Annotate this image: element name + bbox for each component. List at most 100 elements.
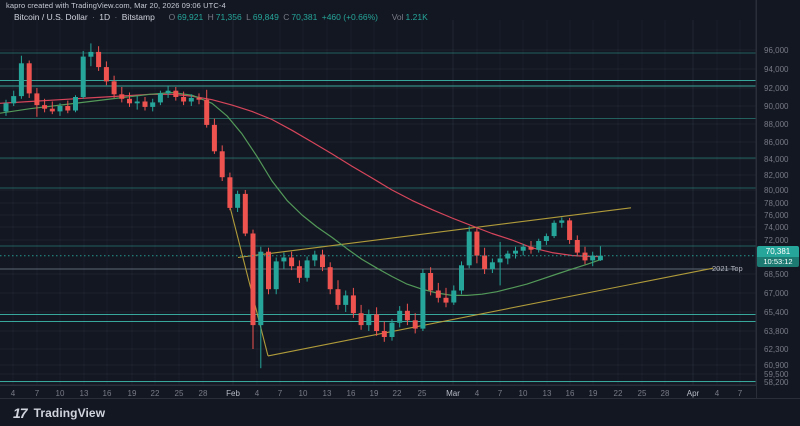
candle[interactable] xyxy=(551,220,557,239)
candle[interactable] xyxy=(235,190,241,212)
candle[interactable] xyxy=(49,101,55,115)
candle[interactable] xyxy=(18,55,24,99)
candle[interactable] xyxy=(536,238,542,253)
candle[interactable] xyxy=(196,93,202,105)
candle[interactable] xyxy=(513,246,518,259)
candle[interactable] xyxy=(404,303,410,326)
candle[interactable] xyxy=(88,43,94,67)
candle[interactable] xyxy=(335,280,341,310)
interval-label[interactable]: 1D xyxy=(99,12,111,22)
time-tick-label: 4 xyxy=(254,389,260,398)
candle[interactable] xyxy=(127,92,132,107)
candle[interactable] xyxy=(350,287,356,318)
candle[interactable] xyxy=(165,86,171,98)
tradingview-logo-icon[interactable]: 17 xyxy=(13,404,28,421)
candle[interactable] xyxy=(366,309,372,331)
candle[interactable] xyxy=(73,95,78,113)
candle[interactable] xyxy=(358,304,364,330)
candle[interactable] xyxy=(528,241,534,254)
trendline-wedge-left xyxy=(228,202,269,357)
price-scale[interactable]: 96,000 94,000 92,000 90,000 88,000 86,000 84,0… xyxy=(756,0,800,398)
candle[interactable] xyxy=(327,262,333,295)
candle[interactable] xyxy=(590,251,596,267)
candle[interactable] xyxy=(296,260,302,283)
candle[interactable] xyxy=(242,190,248,237)
candle[interactable] xyxy=(420,269,426,331)
tradingview-wordmark[interactable]: TradingView xyxy=(33,405,106,420)
time-tick-label: 13 xyxy=(322,389,332,398)
candle[interactable] xyxy=(211,118,217,154)
candle[interactable] xyxy=(119,87,125,103)
candle[interactable] xyxy=(466,226,472,269)
candle[interactable] xyxy=(65,100,71,114)
current-price-badge: 70,381 10:53:12 xyxy=(757,245,799,267)
candle[interactable] xyxy=(26,60,32,98)
candle[interactable] xyxy=(188,94,194,106)
candle[interactable] xyxy=(443,287,449,308)
time-tick-label: 10 xyxy=(55,389,65,398)
candle[interactable] xyxy=(281,252,287,270)
candle[interactable] xyxy=(482,247,488,274)
candle[interactable] xyxy=(111,75,117,98)
candle[interactable] xyxy=(150,98,156,112)
candle[interactable] xyxy=(435,282,441,303)
annotation-2021-top-label[interactable]: 2021 Top xyxy=(712,264,743,274)
candle[interactable] xyxy=(134,96,140,110)
candle[interactable] xyxy=(320,249,325,272)
time-tick-label: 10 xyxy=(298,389,308,398)
candle[interactable] xyxy=(204,89,210,128)
candle[interactable] xyxy=(381,321,387,342)
candle[interactable] xyxy=(559,217,565,228)
candle[interactable] xyxy=(57,103,63,116)
price-tick-label: 67,000 xyxy=(764,288,789,298)
candle[interactable] xyxy=(343,290,349,313)
candle[interactable] xyxy=(397,306,403,328)
candle[interactable] xyxy=(489,258,495,274)
price-tick-label: 58,200 xyxy=(764,377,789,387)
candle[interactable] xyxy=(173,87,179,101)
candle[interactable] xyxy=(505,250,511,265)
candle[interactable] xyxy=(389,319,395,341)
candle[interactable] xyxy=(266,247,271,295)
candle[interactable] xyxy=(42,98,48,113)
candle[interactable] xyxy=(3,99,9,116)
candle[interactable] xyxy=(312,250,318,267)
candle[interactable] xyxy=(520,243,526,256)
time-tick-label: 4 xyxy=(10,389,16,398)
volume-label: Vol xyxy=(391,12,404,22)
candle[interactable] xyxy=(289,251,295,271)
candle[interactable] xyxy=(80,51,86,99)
candle[interactable] xyxy=(157,90,163,106)
price-tick-label: 72,000 xyxy=(764,235,789,245)
candle[interactable] xyxy=(451,285,457,305)
time-scale[interactable]: 4 7 10 13 16 19 22 25 28 Feb 4 7 10 13 16 19 22 25 Mar 4 7 10… xyxy=(0,385,756,399)
candle[interactable] xyxy=(227,172,233,211)
candle[interactable] xyxy=(11,90,17,106)
candle[interactable] xyxy=(459,261,464,295)
candle[interactable] xyxy=(181,91,187,106)
ma-green-line xyxy=(0,91,602,296)
candle[interactable] xyxy=(96,46,102,71)
candle[interactable] xyxy=(103,61,109,86)
candle[interactable] xyxy=(250,229,256,349)
candle[interactable] xyxy=(258,246,264,369)
candle[interactable] xyxy=(574,235,580,257)
candle[interactable] xyxy=(543,233,549,245)
candle[interactable] xyxy=(219,145,225,181)
candle[interactable] xyxy=(567,218,573,244)
candle[interactable] xyxy=(142,97,148,111)
candle[interactable] xyxy=(412,313,418,334)
candle[interactable] xyxy=(474,227,480,264)
candle[interactable] xyxy=(34,88,40,117)
candle[interactable] xyxy=(597,246,603,261)
open-label: O xyxy=(168,12,176,22)
candle[interactable] xyxy=(304,256,310,282)
symbol-title[interactable]: Bitcoin / U.S. Dollar xyxy=(14,12,88,22)
candle[interactable] xyxy=(497,241,503,286)
candle[interactable] xyxy=(273,257,279,295)
candle[interactable] xyxy=(428,267,434,296)
candle[interactable] xyxy=(374,307,380,336)
